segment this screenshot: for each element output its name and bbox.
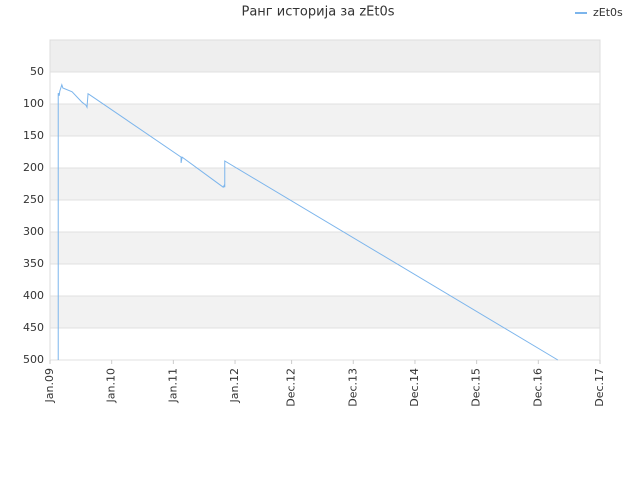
x-tick-label: Dec.15 (470, 368, 483, 407)
grid-band (50, 296, 600, 328)
grid-band (50, 232, 600, 264)
y-tick-label: 50 (30, 65, 44, 78)
y-tick-label: 150 (23, 129, 44, 142)
y-tick-label: 350 (23, 257, 44, 270)
x-tick-label: Jan.12 (228, 368, 241, 403)
x-tick-label: Dec.16 (531, 368, 544, 407)
y-tick-label: 200 (23, 161, 44, 174)
x-tick-label: Dec.17 (593, 368, 606, 407)
x-tick-label: Jan.11 (166, 368, 179, 403)
y-tick-label: 450 (23, 321, 44, 334)
y-tick-label: 250 (23, 193, 44, 206)
grid-band (50, 104, 600, 136)
legend-label: zEt0s (593, 6, 623, 19)
x-tick-label: Dec.12 (285, 368, 298, 407)
chart-title: Ранг историја за zEt0s (242, 5, 395, 20)
y-tick-label: 400 (23, 289, 44, 302)
grid-band (50, 168, 600, 200)
y-tick-label: 300 (23, 225, 44, 238)
data-line (57, 83, 559, 361)
x-tick-label: Dec.13 (346, 368, 359, 407)
x-tick-label: Dec.14 (408, 368, 421, 407)
y-tick-label: 500 (23, 353, 44, 366)
grid-band (50, 40, 600, 72)
x-tick-label: Jan.10 (105, 368, 118, 403)
y-tick-label: 100 (23, 97, 44, 110)
x-tick-label: Jan.09 (43, 368, 56, 403)
